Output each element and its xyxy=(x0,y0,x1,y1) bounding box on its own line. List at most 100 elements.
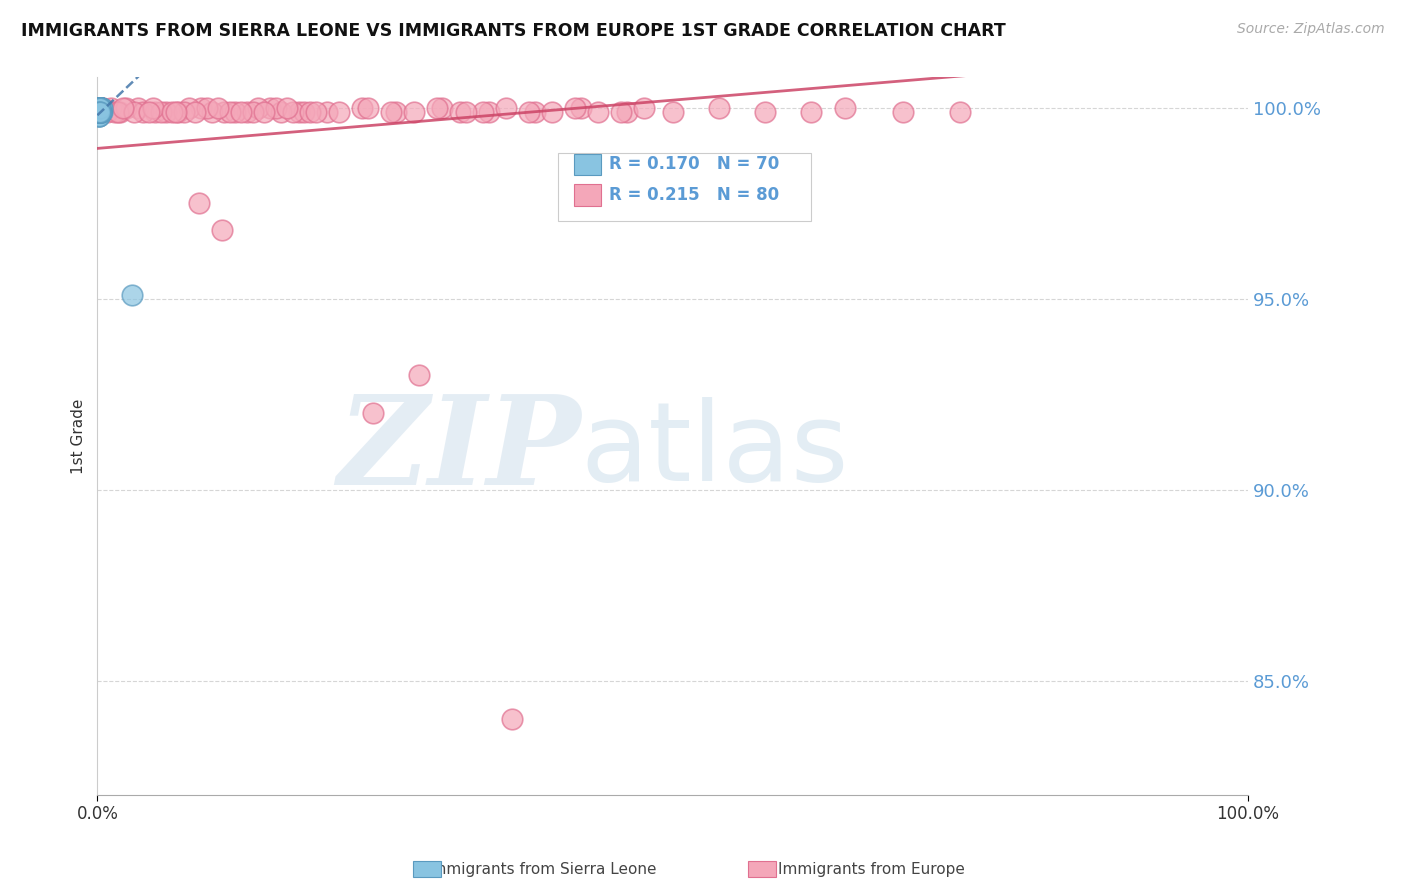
Point xyxy=(328,104,350,119)
Point xyxy=(89,104,111,119)
Point xyxy=(87,104,110,119)
Point xyxy=(87,104,110,119)
Point xyxy=(540,104,562,119)
Point xyxy=(207,101,229,115)
Point xyxy=(449,104,471,119)
Point xyxy=(90,101,112,115)
Point xyxy=(90,101,112,115)
Point xyxy=(89,104,111,119)
Point xyxy=(517,104,540,119)
Point xyxy=(111,101,134,115)
Point xyxy=(132,104,155,119)
Point xyxy=(949,104,972,119)
Point xyxy=(89,101,111,115)
Point xyxy=(454,104,477,119)
Text: atlas: atlas xyxy=(581,397,849,504)
Point xyxy=(247,101,270,115)
Point xyxy=(87,101,110,115)
Point xyxy=(89,101,111,115)
Point xyxy=(299,104,322,119)
Text: ZIP: ZIP xyxy=(337,390,581,511)
Point xyxy=(264,101,287,115)
Point xyxy=(610,104,633,119)
Point xyxy=(471,104,494,119)
Point xyxy=(87,109,110,123)
Point xyxy=(100,101,122,115)
Point xyxy=(90,104,112,119)
Point xyxy=(211,223,233,237)
Point xyxy=(569,101,592,115)
Point xyxy=(87,104,110,119)
Point xyxy=(495,101,517,115)
Point xyxy=(242,104,264,119)
Point xyxy=(89,101,111,115)
Point xyxy=(316,104,339,119)
Point xyxy=(891,104,914,119)
Point xyxy=(190,101,212,115)
Point xyxy=(224,104,246,119)
Point xyxy=(218,104,240,119)
Point xyxy=(87,104,110,119)
Point xyxy=(87,104,110,119)
Point xyxy=(87,104,110,119)
Point xyxy=(477,104,499,119)
Point xyxy=(87,104,110,119)
Point xyxy=(89,101,111,115)
Point xyxy=(276,101,298,115)
Point xyxy=(90,104,112,119)
Point xyxy=(89,101,111,115)
Point xyxy=(87,101,110,115)
Point xyxy=(138,104,160,119)
Point xyxy=(115,101,138,115)
Point xyxy=(201,104,224,119)
Point xyxy=(184,104,207,119)
Point xyxy=(122,104,145,119)
Point xyxy=(253,104,276,119)
Point xyxy=(89,101,111,115)
Point xyxy=(426,101,449,115)
Point xyxy=(564,101,586,115)
Point xyxy=(89,101,111,115)
Point xyxy=(87,104,110,119)
Point xyxy=(357,101,380,115)
Point xyxy=(89,101,111,115)
Point xyxy=(89,104,111,119)
Point xyxy=(87,101,110,115)
Point xyxy=(155,104,177,119)
FancyBboxPatch shape xyxy=(574,185,602,206)
Point xyxy=(89,104,111,119)
Point xyxy=(432,101,454,115)
Point xyxy=(104,104,127,119)
Point xyxy=(89,101,111,115)
Point xyxy=(91,101,114,115)
Text: R = 0.215   N = 80: R = 0.215 N = 80 xyxy=(609,186,779,204)
Point xyxy=(90,101,112,115)
Point xyxy=(89,104,111,119)
Text: Immigrants from Europe: Immigrants from Europe xyxy=(779,863,965,877)
Point xyxy=(90,101,112,115)
Point xyxy=(523,104,546,119)
Point xyxy=(87,101,110,115)
Point xyxy=(87,104,110,119)
Point xyxy=(107,104,129,119)
Point xyxy=(305,104,328,119)
Point xyxy=(143,104,166,119)
Point xyxy=(160,104,183,119)
FancyBboxPatch shape xyxy=(574,153,602,175)
Text: Immigrants from Sierra Leone: Immigrants from Sierra Leone xyxy=(426,863,657,877)
Text: R = 0.170   N = 70: R = 0.170 N = 70 xyxy=(609,155,779,173)
Point xyxy=(87,109,110,123)
Point xyxy=(89,101,111,115)
Point xyxy=(501,712,523,726)
Point xyxy=(165,104,187,119)
Point xyxy=(236,104,259,119)
Point xyxy=(195,101,218,115)
Y-axis label: 1st Grade: 1st Grade xyxy=(72,399,86,474)
Point xyxy=(89,104,111,119)
Point xyxy=(87,109,110,123)
Point xyxy=(380,104,402,119)
Point xyxy=(287,104,309,119)
Point xyxy=(87,104,110,119)
Point xyxy=(87,101,110,115)
Point xyxy=(89,104,111,119)
